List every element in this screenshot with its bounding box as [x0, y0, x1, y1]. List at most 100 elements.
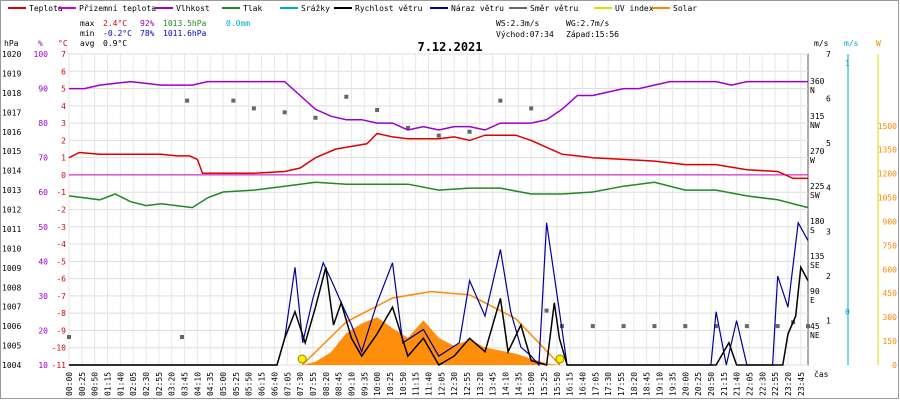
solar-tick-label: 450 — [883, 289, 898, 298]
dir-tick-label: 270 — [810, 147, 825, 156]
time-tick-label: 04:10 — [193, 372, 202, 396]
wind-gust-line — [69, 220, 809, 367]
time-tick-label: 20:00 — [681, 372, 690, 396]
dir-tick-name: SW — [810, 191, 820, 200]
humidity-line — [69, 80, 808, 131]
stats-max-hum: 92% — [140, 19, 155, 28]
sunrise-marker — [297, 354, 307, 364]
time-tick-label: 09:35 — [360, 372, 369, 396]
time-tick-label: 11:40 — [424, 372, 433, 396]
temp-tick-label: -10 — [52, 344, 67, 353]
wind-dir-dot — [683, 324, 688, 329]
stats-min-label: min — [80, 29, 95, 38]
temp-tick-label: -7 — [56, 292, 66, 301]
time-tick-label: 22:30 — [758, 372, 767, 396]
hpa-tick-label: 1015 — [2, 147, 21, 156]
wind-dir-dot — [282, 110, 287, 115]
legend-label: Tlak — [243, 4, 262, 13]
dir-tick-name: N — [810, 86, 815, 95]
time-tick-label: 22:05 — [745, 372, 754, 396]
dir-tick-name: E — [810, 296, 815, 305]
dir-tick-name: W — [810, 156, 815, 165]
solar-tick-label: 1050 — [878, 194, 897, 203]
time-tick-label: 02:05 — [129, 372, 138, 396]
temp-tick-label: 2 — [61, 136, 66, 145]
temp-tick-label: 6 — [61, 67, 66, 76]
time-tick-label: 20:25 — [694, 372, 703, 396]
temp-tick-label: 1 — [61, 154, 66, 163]
time-tick-label: 18:20 — [630, 372, 639, 396]
time-tick-label: 17:55 — [617, 372, 626, 396]
dir-tick-label: 225 — [810, 182, 825, 191]
wind-ws: WS:2.3m/s — [496, 19, 540, 28]
temp-tick-label: -6 — [56, 275, 66, 284]
time-tick-label: 01:15 — [104, 372, 113, 396]
ms-tick-label: 2 — [826, 272, 831, 281]
wind-dir-dot — [313, 115, 318, 120]
solar-tick-label: 1200 — [878, 170, 897, 179]
temp-tick-label: -4 — [56, 240, 66, 249]
rain-tick-label: 1 — [845, 59, 850, 68]
dir-tick-label: 180 — [810, 217, 825, 226]
time-tick-label: 16:40 — [579, 372, 588, 396]
hpa-tick-label: 1009 — [2, 264, 21, 273]
time-tick-label: 19:10 — [656, 372, 665, 396]
wind-speed-line — [69, 264, 809, 367]
hpa-tick-label: 1018 — [2, 89, 21, 98]
pct-tick-label: 50 — [38, 223, 48, 232]
grid — [68, 53, 808, 366]
hpa-tick-label: 1010 — [2, 244, 21, 253]
stats-block: max 2.4°C 92% 1013.5hPa 0.0mm min -0.2°C… — [80, 19, 250, 48]
stats-rain: 0.0mm — [226, 19, 250, 28]
time-tick-label: 14:10 — [502, 372, 511, 396]
time-tick-label: 03:20 — [168, 372, 177, 396]
unit-hpa: hPa — [4, 39, 19, 48]
wind-sun-info: WS:2.3m/s WG:2.7m/s Východ:07:34 Západ:1… — [496, 19, 619, 39]
dir-tick-name: NW — [810, 121, 820, 130]
legend-label: UV index — [615, 4, 654, 13]
wind-dir-dot — [529, 106, 534, 111]
time-tick-label: 13:45 — [489, 372, 498, 396]
time-tick-label: 07:30 — [296, 372, 305, 396]
wind-dir-dot — [405, 125, 410, 130]
legend-label: Vlhkost — [176, 4, 210, 13]
time-tick-label: 15:00 — [527, 372, 536, 396]
temp-tick-label: -11 — [52, 361, 67, 370]
time-tick-label: 12:05 — [437, 372, 446, 396]
time-tick-label: 10:25 — [386, 372, 395, 396]
temp-tick-label: 0 — [61, 171, 66, 180]
time-tick-label: 17:30 — [604, 372, 613, 396]
pct-tick-label: 90 — [38, 85, 48, 94]
legend-label: Přízemní teplota — [79, 4, 156, 13]
unit-pct: % — [38, 39, 43, 48]
temp-tick-label: -9 — [56, 326, 66, 335]
time-tick-label: 11:15 — [412, 372, 421, 396]
temp-tick-label: -2 — [56, 206, 66, 215]
stats-avg-label: avg — [80, 39, 95, 48]
pressure-line — [68, 181, 809, 209]
dir-tick-name: SE — [810, 261, 820, 270]
time-tick-label: 12:55 — [463, 372, 472, 396]
wind-dir-dot — [498, 98, 503, 103]
time-tick-label: 05:00 — [219, 372, 228, 396]
temp-tick-label: 7 — [61, 50, 66, 59]
ms-tick-label: 7 — [826, 50, 831, 59]
wind-dir-dot — [775, 324, 780, 329]
time-tick-label: 09:10 — [347, 372, 356, 396]
legend-label: Teplota — [29, 4, 63, 13]
legend-label: Náraz větru — [451, 4, 504, 13]
time-tick-label: 10:00 — [373, 372, 382, 396]
dir-tick-name: S — [810, 226, 815, 235]
hpa-tick-label: 1008 — [2, 283, 21, 292]
wind-wg: WG:2.7m/s — [566, 19, 610, 28]
rain-tick-label: 0 — [845, 308, 850, 317]
wind-dir-dot — [714, 324, 719, 329]
ms-tick-label: 6 — [826, 94, 831, 103]
temp-tick-label: 3 — [61, 119, 66, 128]
wind-dir-dot — [67, 335, 71, 340]
time-tick-label: 14:35 — [514, 372, 523, 396]
temp-tick-label: -1 — [56, 188, 66, 197]
unit-w: W — [876, 39, 881, 48]
sunset-marker — [555, 354, 565, 364]
ms-tick-label: 1 — [826, 317, 831, 326]
